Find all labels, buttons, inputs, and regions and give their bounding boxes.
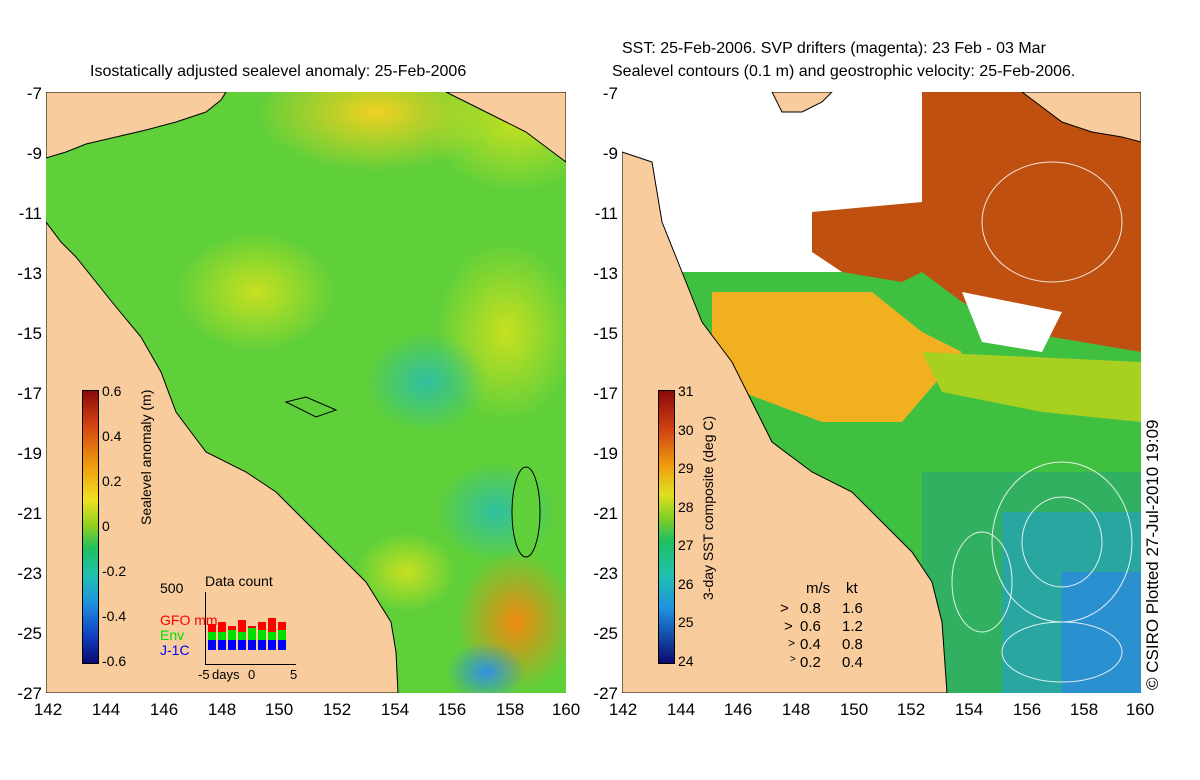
lat-tick: -15 bbox=[17, 324, 42, 343]
legend-j1c: J-1C bbox=[160, 642, 190, 658]
lon-tick: 148 bbox=[207, 700, 237, 719]
right-lat-axis: -7 -9 -11 -13 -15 -17 -19 -21 -23 -25 -2… bbox=[576, 0, 622, 780]
colorbar-tick: 27 bbox=[678, 537, 694, 553]
velocity-ms: 0.2 bbox=[800, 654, 821, 671]
lon-tick: 152 bbox=[896, 700, 926, 719]
lon-tick: 160 bbox=[1125, 700, 1155, 719]
right-panel-title-line1: SST: 25-Feb-2006. SVP drifters (magenta)… bbox=[622, 40, 1046, 57]
lat-tick: -19 bbox=[593, 444, 618, 463]
colorbar-tick: 0.2 bbox=[102, 473, 122, 489]
lon-tick: 156 bbox=[437, 700, 467, 719]
colorbar-tick: 0.6 bbox=[102, 383, 122, 399]
data-count-xlabel-5: 5 bbox=[290, 667, 298, 682]
lat-tick: -15 bbox=[593, 324, 618, 343]
lon-tick: 150 bbox=[839, 700, 869, 719]
data-count-scale: 500 bbox=[160, 580, 184, 596]
lat-tick: -7 bbox=[602, 84, 618, 103]
colorbar-tick: -0.2 bbox=[102, 563, 127, 579]
lat-tick: -9 bbox=[26, 144, 42, 163]
data-count-xlabel-neg5: -5 bbox=[198, 667, 210, 682]
right-lon-axis: 142 144 146 148 150 152 154 156 158 160 bbox=[0, 700, 1200, 730]
velocity-legend: m/s kt > 0.8 1.6 > 0.6 1.2 > 0.4 0.8 > 0… bbox=[780, 580, 890, 671]
velocity-kt: 0.4 bbox=[842, 654, 863, 671]
data-count-xlabel-days: days bbox=[212, 667, 240, 682]
data-count-xlabel-0: 0 bbox=[248, 667, 256, 682]
colorbar-tick: 31 bbox=[678, 383, 694, 399]
left-panel-title: Isostatically adjusted sealevel anomaly:… bbox=[90, 63, 467, 80]
colorbar-tick: 0 bbox=[102, 518, 110, 534]
colorbar-tick: 0.4 bbox=[102, 428, 122, 444]
lat-tick: -11 bbox=[18, 204, 42, 223]
sst-colorbar bbox=[658, 390, 675, 664]
lon-tick: 158 bbox=[495, 700, 525, 719]
lon-tick: 144 bbox=[91, 700, 121, 719]
right-panel-title-line2: Sealevel contours (0.1 m) and geostrophi… bbox=[612, 63, 1076, 80]
colorbar-tick: 30 bbox=[678, 422, 694, 438]
lon-tick: 154 bbox=[954, 700, 984, 719]
data-count-title: Data count bbox=[205, 573, 273, 589]
velocity-ms: 0.4 bbox=[800, 636, 821, 653]
sst-colorbar-ticks: 31 30 29 28 27 26 25 24 bbox=[678, 383, 718, 673]
colorbar-tick: -0.6 bbox=[102, 653, 127, 669]
lon-tick: 150 bbox=[264, 700, 294, 719]
sst-map bbox=[622, 92, 1141, 693]
velocity-kt: 1.2 bbox=[842, 618, 863, 635]
lon-tick: 154 bbox=[380, 700, 410, 719]
sst-colorbar-label: 3-day SST composite (deg C) bbox=[700, 415, 716, 600]
colorbar-tick: -0.4 bbox=[102, 608, 127, 624]
sealevel-anomaly-map bbox=[46, 92, 566, 693]
lat-tick: -7 bbox=[26, 84, 42, 103]
lat-tick: -27 bbox=[593, 684, 618, 703]
lat-tick: -9 bbox=[602, 144, 618, 163]
velocity-ms: 0.8 bbox=[800, 600, 821, 617]
colorbar-tick: 25 bbox=[678, 614, 694, 630]
lat-tick: -23 bbox=[17, 564, 42, 583]
lat-tick: -25 bbox=[593, 624, 618, 643]
lat-tick: -13 bbox=[17, 264, 42, 283]
velocity-arrow-icon: > bbox=[790, 654, 796, 665]
colorbar-tick: 24 bbox=[678, 653, 694, 669]
colorbar-tick: 28 bbox=[678, 499, 694, 515]
lon-tick: 160 bbox=[551, 700, 581, 719]
sealevel-colorbar bbox=[82, 390, 99, 664]
velocity-kt: 0.8 bbox=[842, 636, 863, 653]
lat-tick: -17 bbox=[17, 384, 42, 403]
lon-tick: 152 bbox=[322, 700, 352, 719]
lat-tick: -21 bbox=[593, 504, 618, 523]
plot-credit: © CSIRO Plotted 27-Jul-2010 19:09 bbox=[1143, 419, 1162, 690]
left-lon-axis: 142 144 146 148 150 152 154 156 158 160 bbox=[0, 700, 600, 730]
velocity-arrow-icon: > bbox=[784, 618, 793, 635]
lat-tick: -21 bbox=[17, 504, 42, 523]
lat-tick: -27 bbox=[17, 684, 42, 703]
lon-tick: 144 bbox=[666, 700, 696, 719]
sealevel-colorbar-label: Sealevel anomaly (m) bbox=[138, 389, 154, 525]
legend-gfo: GFO mm bbox=[160, 612, 218, 628]
lon-tick: 156 bbox=[1012, 700, 1042, 719]
velocity-arrow-icon: > bbox=[780, 600, 789, 617]
lon-tick: 148 bbox=[781, 700, 811, 719]
lat-tick: -13 bbox=[593, 264, 618, 283]
lon-tick: 146 bbox=[723, 700, 753, 719]
lon-tick: 158 bbox=[1069, 700, 1099, 719]
lat-tick: -23 bbox=[593, 564, 618, 583]
lat-tick: -11 bbox=[594, 204, 618, 223]
lat-tick: -25 bbox=[17, 624, 42, 643]
legend-env: Env bbox=[160, 627, 185, 643]
lat-tick: -17 bbox=[593, 384, 618, 403]
velocity-arrow-icon: > bbox=[788, 636, 796, 650]
lon-tick: 142 bbox=[33, 700, 63, 719]
colorbar-tick: 26 bbox=[678, 576, 694, 592]
sealevel-colorbar-ticks: 0.6 0.4 0.2 0 -0.2 -0.4 -0.6 bbox=[102, 383, 142, 673]
lon-tick: 142 bbox=[608, 700, 638, 719]
data-count-chart bbox=[205, 592, 296, 665]
velocity-unit-kt: kt bbox=[846, 580, 858, 597]
lat-tick: -19 bbox=[17, 444, 42, 463]
velocity-ms: 0.6 bbox=[800, 618, 821, 635]
velocity-unit-ms: m/s bbox=[806, 580, 831, 597]
velocity-kt: 1.6 bbox=[842, 600, 863, 617]
lon-tick: 146 bbox=[149, 700, 179, 719]
left-lat-axis: -7 -9 -11 -13 -15 -17 -19 -21 -23 -25 -2… bbox=[0, 0, 46, 780]
colorbar-tick: 29 bbox=[678, 460, 694, 476]
